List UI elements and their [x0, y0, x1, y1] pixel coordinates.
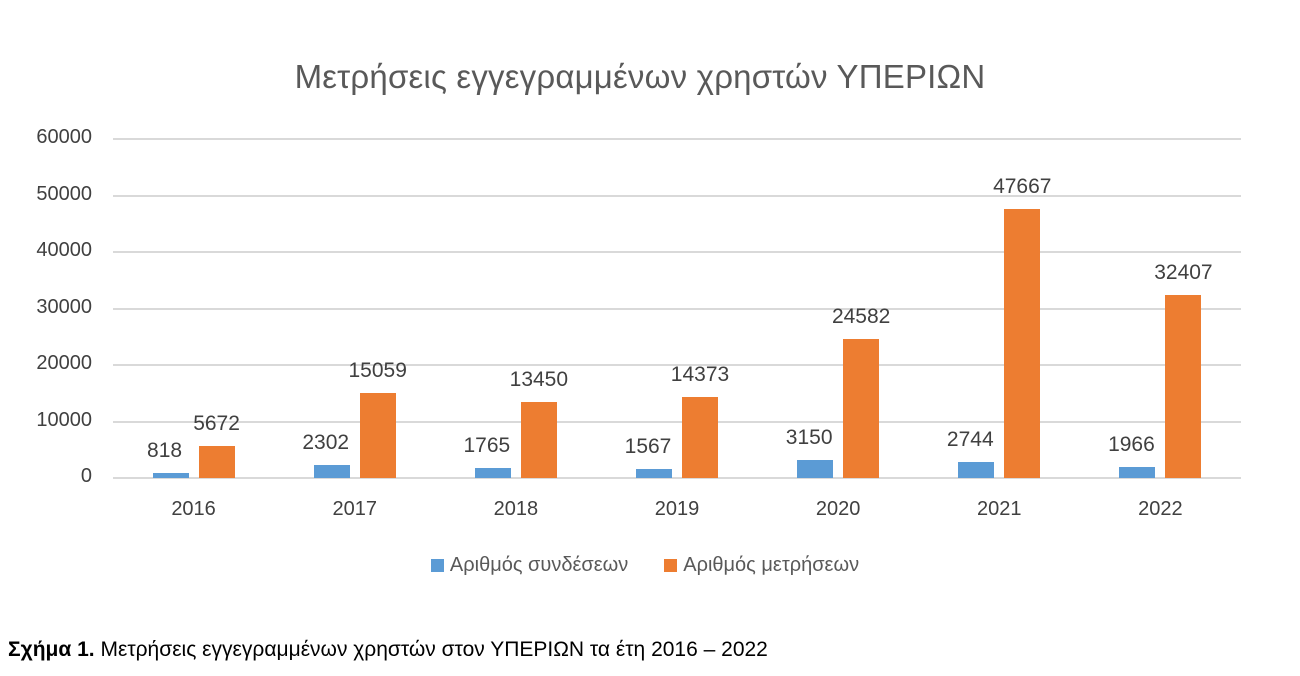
bar-measurements-2016[interactable]	[198, 445, 235, 478]
chart-title: Μετρήσεις εγγεγραμμένων χρηστών ΥΠΕΡΙΩΝ	[294, 58, 986, 95]
x-axis-tick-label: 2016	[171, 498, 216, 520]
data-label: 14373	[670, 362, 730, 386]
gridline	[113, 251, 1241, 253]
gridline	[113, 420, 1241, 423]
gridline	[113, 138, 1241, 140]
data-label: 1765	[463, 434, 511, 458]
data-label: 1966	[1108, 432, 1155, 456]
x-axis-tick-label: 2018	[493, 498, 539, 520]
bar-connections-2017[interactable]	[313, 464, 350, 478]
x-axis-tick-label: 2022	[1138, 498, 1183, 520]
y-axis-tick-label: 60000	[36, 126, 92, 148]
caption-text: Μετρήσεις εγγεγραμμένων χρηστών στον ΥΠΕ…	[94, 638, 768, 661]
y-axis-tick-label: 0	[80, 465, 92, 487]
legend-item-connections[interactable]: Αριθμός συνδέσεων	[430, 554, 629, 577]
legend-item-measurements[interactable]: Αριθμός μετρήσεων	[664, 554, 859, 577]
bar-connections-2019[interactable]	[636, 469, 672, 478]
data-label: 5672	[193, 411, 240, 435]
bar-connections-2021[interactable]	[958, 462, 995, 478]
x-axis-tick-label: 2017	[332, 498, 377, 520]
bar-measurements-2019[interactable]	[682, 396, 718, 478]
data-label: 3150	[785, 426, 833, 450]
x-axis-tick-label: 2021	[977, 498, 1022, 520]
y-axis-tick-label: 40000	[36, 239, 92, 261]
data-label: 47667	[993, 174, 1052, 198]
legend-swatch-orange	[664, 559, 678, 572]
data-label: 818	[147, 439, 183, 463]
y-axis-tick-label: 20000	[36, 352, 92, 374]
x-axis-tick-label: 2020	[815, 498, 861, 520]
bar-measurements-2018[interactable]	[520, 402, 557, 478]
gridline	[113, 194, 1241, 197]
bar-measurements-2017[interactable]	[359, 392, 396, 478]
data-label: 1567	[624, 435, 672, 459]
legend-swatch-blue	[430, 559, 444, 572]
data-label: 32407	[1154, 260, 1213, 284]
data-label: 13450	[509, 368, 569, 391]
bar-connections-2020[interactable]	[797, 460, 834, 478]
y-axis-tick-label: 30000	[36, 295, 92, 318]
legend-label: Αριθμός μετρήσεων	[683, 554, 860, 576]
data-label: 2302	[302, 430, 350, 454]
bar-connections-2018[interactable]	[474, 468, 511, 478]
bar-connections-2016[interactable]	[152, 473, 189, 478]
data-label: 2744	[946, 428, 994, 452]
gridline	[113, 364, 1241, 366]
data-label: 24582	[831, 305, 891, 329]
caption-label: Σχήμα 1.	[8, 638, 95, 661]
bar-measurements-2022[interactable]	[1165, 294, 1202, 478]
y-axis-tick-label: 50000	[36, 182, 92, 205]
legend: Αριθμός συνδέσεων Αριθμός μετρήσεων	[0, 554, 1290, 577]
x-axis-tick-label: 2019	[654, 498, 700, 520]
data-label: 15059	[348, 358, 407, 382]
figure-caption: Σχήμα 1. Μετρήσεις εγγεγραμμένων χρηστών…	[8, 638, 768, 662]
bar-measurements-2020[interactable]	[843, 339, 880, 478]
gridline	[113, 477, 1241, 479]
gridline	[113, 307, 1241, 310]
bar-connections-2022[interactable]	[1119, 466, 1156, 478]
plot-area: 0 10000 20000 30000 40000 50000 60000 2016 818 56…	[36, 126, 1241, 520]
legend-label: Αριθμός συνδέσεων	[449, 554, 629, 576]
bar-measurements-2021[interactable]	[1004, 208, 1041, 478]
y-axis-tick-label: 10000	[36, 408, 92, 431]
